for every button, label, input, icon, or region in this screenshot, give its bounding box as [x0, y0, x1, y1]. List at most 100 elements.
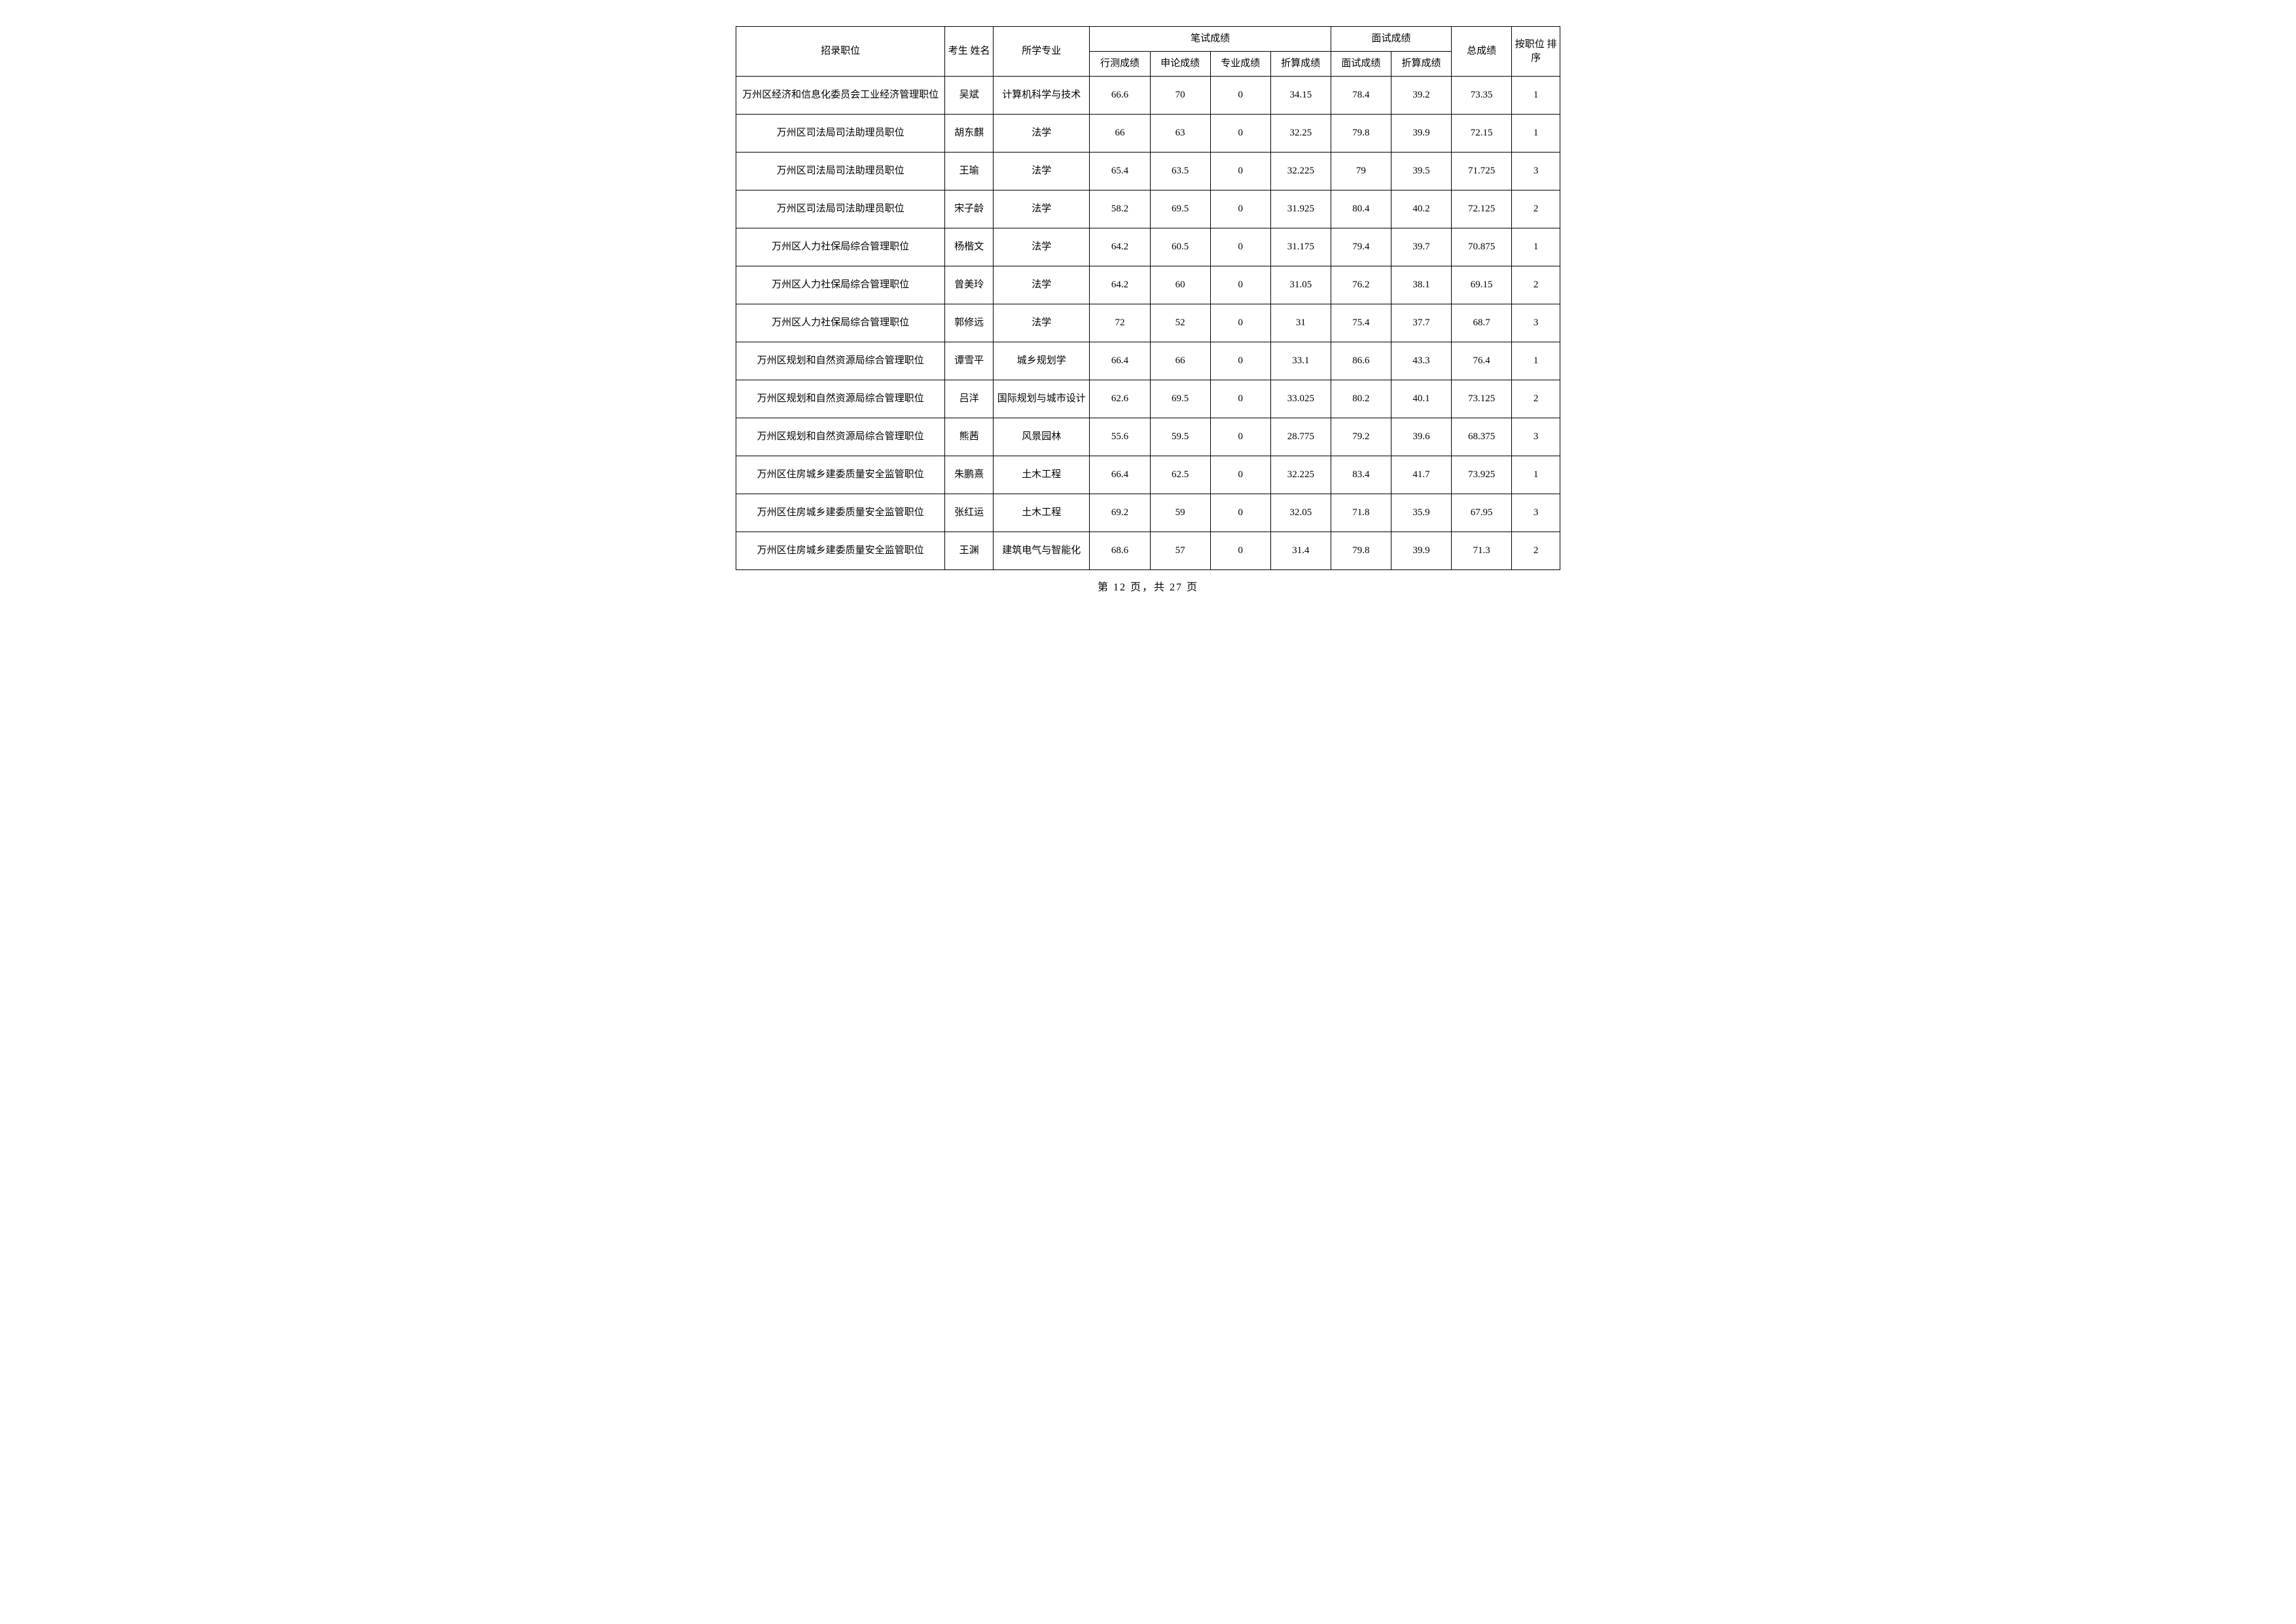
cell-written_conv: 32.25	[1270, 115, 1331, 153]
cell-shenlun: 62.5	[1150, 456, 1210, 494]
cell-zhuanye: 0	[1210, 304, 1270, 342]
cell-rank: 2	[1512, 190, 1560, 228]
cell-position: 万州区住房城乡建委质量安全监管职位	[736, 456, 945, 494]
cell-major: 法学	[994, 153, 1090, 190]
cell-rank: 2	[1512, 532, 1560, 570]
cell-xingce: 66.4	[1090, 456, 1150, 494]
table-row: 万州区住房城乡建委质量安全监管职位张红运土木工程69.259032.0571.8…	[736, 494, 1560, 532]
cell-interview_score: 79	[1331, 153, 1391, 190]
cell-total: 70.875	[1452, 228, 1512, 266]
cell-major: 法学	[994, 266, 1090, 304]
table-row: 万州区规划和自然资源局综合管理职位熊茜风景园林55.659.5028.77579…	[736, 418, 1560, 456]
table-body: 万州区经济和信息化委员会工业经济管理职位吴斌计算机科学与技术66.670034.…	[736, 77, 1560, 570]
cell-interview_conv: 35.9	[1391, 494, 1451, 532]
table-row: 万州区规划和自然资源局综合管理职位谭雪平城乡规划学66.466033.186.6…	[736, 342, 1560, 380]
cell-interview_conv: 41.7	[1391, 456, 1451, 494]
cell-xingce: 68.6	[1090, 532, 1150, 570]
cell-major: 土木工程	[994, 456, 1090, 494]
cell-zhuanye: 0	[1210, 266, 1270, 304]
cell-name: 宋子龄	[945, 190, 994, 228]
cell-name: 张红运	[945, 494, 994, 532]
cell-xingce: 66.4	[1090, 342, 1150, 380]
cell-interview_conv: 43.3	[1391, 342, 1451, 380]
header-interview-group: 面试成绩	[1331, 27, 1451, 52]
cell-interview_conv: 38.1	[1391, 266, 1451, 304]
cell-interview_score: 80.4	[1331, 190, 1391, 228]
cell-interview_conv: 39.5	[1391, 153, 1451, 190]
cell-shenlun: 70	[1150, 77, 1210, 115]
cell-name: 熊茜	[945, 418, 994, 456]
cell-position: 万州区司法局司法助理员职位	[736, 190, 945, 228]
header-total: 总成绩	[1452, 27, 1512, 77]
cell-shenlun: 63.5	[1150, 153, 1210, 190]
cell-interview_conv: 40.2	[1391, 190, 1451, 228]
cell-xingce: 55.6	[1090, 418, 1150, 456]
cell-xingce: 58.2	[1090, 190, 1150, 228]
cell-total: 73.925	[1452, 456, 1512, 494]
cell-xingce: 65.4	[1090, 153, 1150, 190]
cell-name: 谭雪平	[945, 342, 994, 380]
cell-zhuanye: 0	[1210, 228, 1270, 266]
cell-name: 朱鹏熹	[945, 456, 994, 494]
cell-zhuanye: 0	[1210, 532, 1270, 570]
cell-xingce: 72	[1090, 304, 1150, 342]
cell-interview_conv: 40.1	[1391, 380, 1451, 418]
cell-xingce: 62.6	[1090, 380, 1150, 418]
cell-xingce: 66.6	[1090, 77, 1150, 115]
cell-written_conv: 33.025	[1270, 380, 1331, 418]
header-zhuanye: 专业成绩	[1210, 52, 1270, 77]
cell-interview_score: 80.2	[1331, 380, 1391, 418]
cell-shenlun: 57	[1150, 532, 1210, 570]
cell-name: 吴斌	[945, 77, 994, 115]
header-name: 考生 姓名	[945, 27, 994, 77]
cell-rank: 3	[1512, 418, 1560, 456]
cell-total: 73.125	[1452, 380, 1512, 418]
table-row: 万州区住房城乡建委质量安全监管职位朱鹏熹土木工程66.462.5032.2258…	[736, 456, 1560, 494]
cell-interview_conv: 37.7	[1391, 304, 1451, 342]
cell-interview_score: 86.6	[1331, 342, 1391, 380]
header-written-group: 笔试成绩	[1090, 27, 1331, 52]
cell-shenlun: 63	[1150, 115, 1210, 153]
scores-table: 招录职位 考生 姓名 所学专业 笔试成绩 面试成绩 总成绩 按职位 排序 行测成…	[736, 26, 1560, 570]
cell-name: 王渊	[945, 532, 994, 570]
cell-major: 法学	[994, 304, 1090, 342]
cell-written_conv: 32.05	[1270, 494, 1331, 532]
cell-interview_score: 78.4	[1331, 77, 1391, 115]
cell-shenlun: 66	[1150, 342, 1210, 380]
cell-rank: 1	[1512, 228, 1560, 266]
cell-total: 68.375	[1452, 418, 1512, 456]
cell-position: 万州区住房城乡建委质量安全监管职位	[736, 494, 945, 532]
cell-position: 万州区规划和自然资源局综合管理职位	[736, 380, 945, 418]
table-row: 万州区司法局司法助理员职位宋子龄法学58.269.5031.92580.440.…	[736, 190, 1560, 228]
cell-written_conv: 34.15	[1270, 77, 1331, 115]
table-row: 万州区人力社保局综合管理职位杨楷文法学64.260.5031.17579.439…	[736, 228, 1560, 266]
cell-xingce: 64.2	[1090, 266, 1150, 304]
cell-shenlun: 60	[1150, 266, 1210, 304]
cell-shenlun: 69.5	[1150, 190, 1210, 228]
cell-rank: 3	[1512, 153, 1560, 190]
cell-total: 73.35	[1452, 77, 1512, 115]
cell-total: 72.15	[1452, 115, 1512, 153]
cell-position: 万州区人力社保局综合管理职位	[736, 266, 945, 304]
cell-written_conv: 32.225	[1270, 456, 1331, 494]
header-position: 招录职位	[736, 27, 945, 77]
cell-major: 建筑电气与智能化	[994, 532, 1090, 570]
cell-zhuanye: 0	[1210, 153, 1270, 190]
cell-interview_score: 71.8	[1331, 494, 1391, 532]
table-row: 万州区人力社保局综合管理职位郭修远法学725203175.437.768.73	[736, 304, 1560, 342]
cell-written_conv: 31	[1270, 304, 1331, 342]
cell-xingce: 69.2	[1090, 494, 1150, 532]
cell-written_conv: 31.925	[1270, 190, 1331, 228]
cell-written_conv: 33.1	[1270, 342, 1331, 380]
cell-written_conv: 31.05	[1270, 266, 1331, 304]
cell-major: 法学	[994, 190, 1090, 228]
cell-interview_score: 83.4	[1331, 456, 1391, 494]
cell-rank: 2	[1512, 380, 1560, 418]
cell-zhuanye: 0	[1210, 115, 1270, 153]
cell-interview_conv: 39.9	[1391, 115, 1451, 153]
cell-interview_conv: 39.2	[1391, 77, 1451, 115]
cell-shenlun: 69.5	[1150, 380, 1210, 418]
cell-total: 67.95	[1452, 494, 1512, 532]
cell-major: 风景园林	[994, 418, 1090, 456]
table-row: 万州区经济和信息化委员会工业经济管理职位吴斌计算机科学与技术66.670034.…	[736, 77, 1560, 115]
